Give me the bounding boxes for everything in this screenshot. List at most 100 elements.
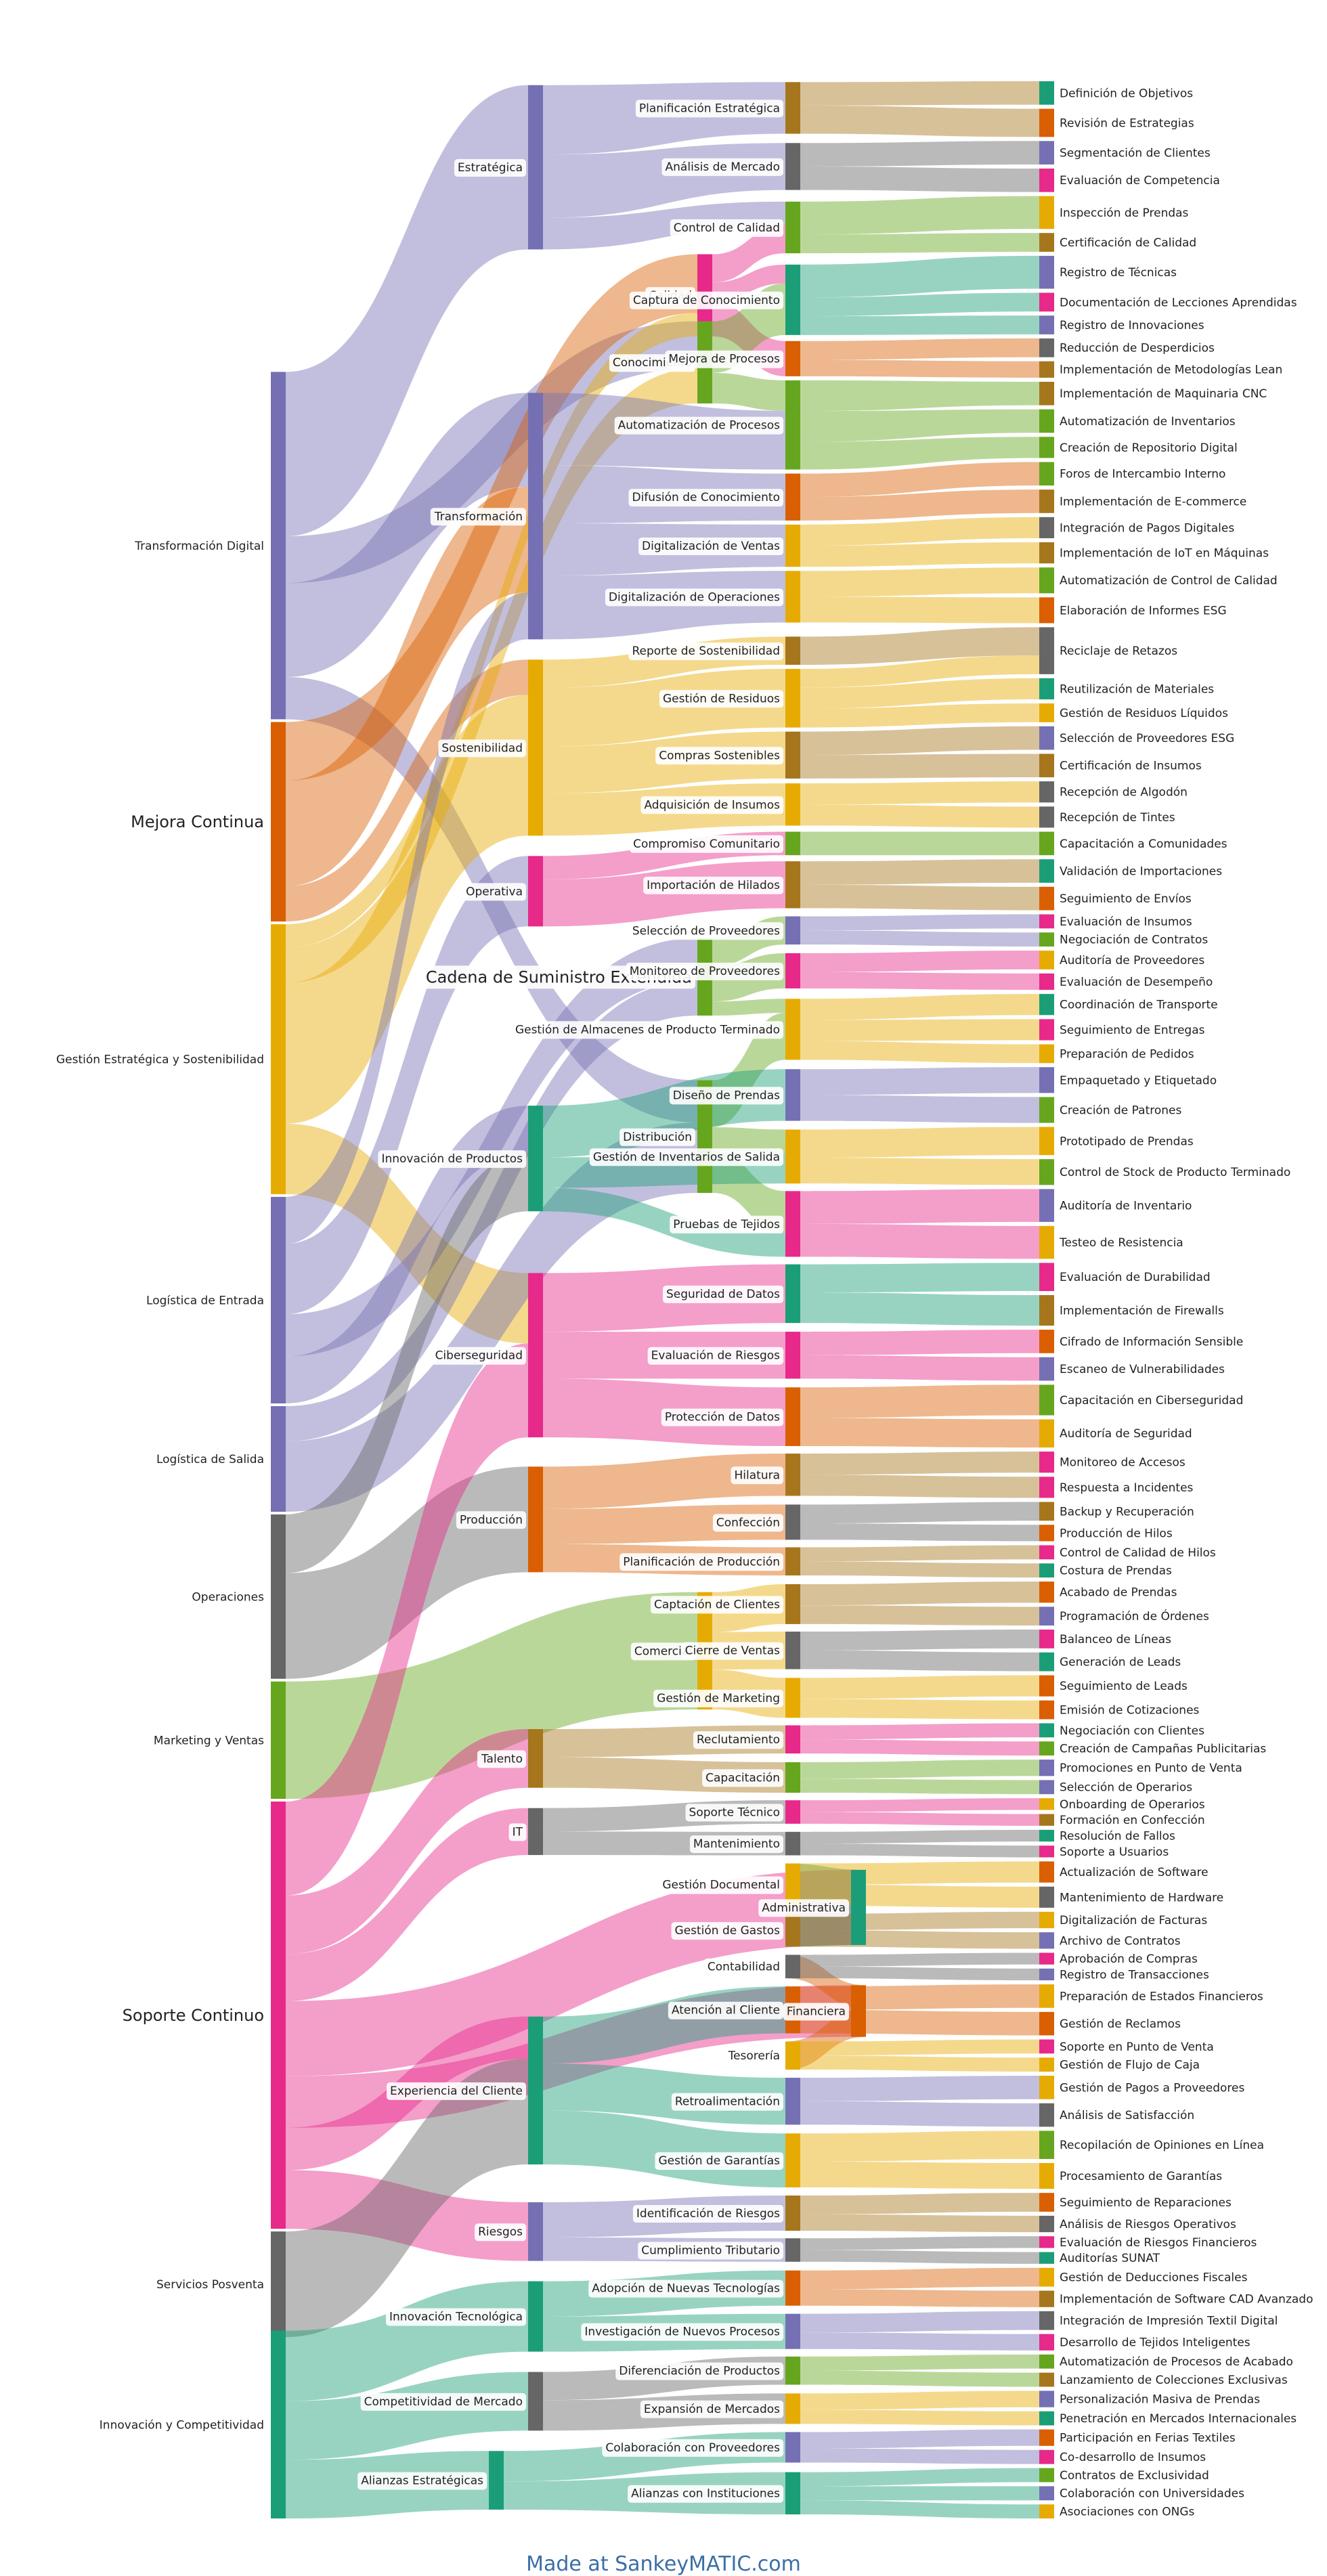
flow-link	[712, 225, 785, 283]
node-bar	[1039, 2334, 1054, 2351]
node-bar	[1039, 951, 1054, 969]
label-background	[643, 876, 784, 894]
node-bar	[1039, 2215, 1054, 2233]
node-label: Innovación de Productos	[381, 1152, 523, 1166]
node-label: Segmentación de Clientes	[1060, 147, 1211, 160]
flow-link	[800, 1952, 1039, 1967]
node-label: Costura de Prendas	[1060, 1565, 1172, 1578]
flow-link	[800, 1650, 1039, 1672]
label-background	[724, 2047, 783, 2066]
node-label: Digitalización de Ventas	[642, 540, 780, 553]
node-label: Implementación de Maquinaria CNC	[1060, 387, 1267, 401]
node-bar	[271, 372, 286, 720]
label-background	[630, 835, 783, 853]
label-background	[662, 1285, 784, 1303]
flow-link	[286, 393, 528, 678]
node-label: Atención al Cliente	[672, 2004, 780, 2017]
flow-link	[286, 368, 697, 983]
flow-link	[800, 567, 1039, 597]
flow-link	[286, 1869, 851, 2076]
node-bar	[785, 636, 800, 665]
node-bar	[528, 1106, 543, 1212]
node-bar	[1039, 1984, 1054, 2008]
label-background	[712, 1514, 783, 1532]
node-bar	[785, 1584, 800, 1624]
node-bar	[1039, 542, 1054, 564]
node-label: Evaluación de Insumos	[1060, 915, 1192, 929]
node-bar	[785, 831, 800, 856]
flow-link	[800, 2055, 1039, 2072]
node-bar	[785, 1069, 800, 1121]
node-label: Personalización Masiva de Prendas	[1060, 2393, 1260, 2407]
flow-link	[800, 1330, 1039, 1355]
node-label: Marketing y Ventas	[154, 1734, 264, 1747]
flow-link	[800, 489, 1039, 521]
flow-link	[800, 2448, 1039, 2464]
node-bar	[1039, 381, 1054, 406]
node-bar	[785, 1632, 800, 1669]
node-label: Competitividad de Mercado	[364, 2395, 523, 2409]
node-bar	[271, 722, 286, 922]
node-label: Lanzamiento de Colecciones Exclusivas	[1060, 2374, 1288, 2387]
node-bar	[785, 2472, 800, 2514]
node-label: Digitalización de Facturas	[1060, 1914, 1207, 1927]
flow-link	[800, 831, 1039, 856]
flow-link	[800, 1605, 1039, 1626]
node-label: Respuesta a Incidentes	[1060, 1481, 1194, 1495]
label-background	[378, 1150, 527, 1169]
node-label: Seguimiento de Entregas	[1060, 1024, 1205, 1037]
label-background	[670, 219, 783, 237]
node-label: Alianzas Estratégicas	[361, 2474, 483, 2488]
node-bar	[1039, 2468, 1054, 2483]
node-bar	[785, 2078, 800, 2125]
flow-link	[286, 1106, 528, 1403]
label-background	[628, 922, 784, 940]
node-label: Cumplimiento Tributario	[641, 2244, 780, 2257]
node-label: Seguimiento de Reparaciones	[1060, 2196, 1232, 2210]
node-bar	[528, 1729, 543, 1788]
node-bar	[785, 1863, 800, 1906]
label-background	[671, 1922, 784, 1940]
flow-link	[800, 1523, 1039, 1542]
node-label: Capacitación en Ciberseguridad	[1060, 1394, 1243, 1407]
label-background	[638, 538, 784, 556]
node-label: Automatización de Procesos de Acabado	[1060, 2355, 1293, 2369]
node-bar	[785, 1454, 800, 1496]
node-label: Backup y Recuperación	[1060, 1505, 1194, 1519]
node-label: Gestión de Inventarios de Salida	[593, 1150, 780, 1164]
node-bar	[1039, 233, 1054, 252]
flow-link	[800, 1067, 1039, 1095]
node-label: Penetración en Mercados Internacionales	[1060, 2412, 1297, 2426]
node-bar	[785, 1387, 800, 1446]
node-bar	[785, 341, 800, 376]
node-label: Análisis de Riesgos Operativos	[1060, 2218, 1236, 2231]
flow-link	[800, 930, 1039, 947]
flow-link	[800, 105, 1039, 137]
flow-link	[800, 2076, 1039, 2101]
node-bar	[1039, 141, 1054, 165]
node-label: Certificación de Calidad	[1060, 236, 1196, 250]
flow-link	[800, 1760, 1039, 1779]
node-bar	[1039, 1846, 1054, 1858]
flow-link	[286, 1808, 528, 2001]
flow-link	[800, 1384, 1039, 1418]
label-background	[581, 2323, 784, 2341]
label-background	[614, 416, 784, 435]
node-label: Control de Calidad	[674, 221, 780, 235]
flow-link	[800, 517, 1039, 546]
label-background	[640, 2400, 784, 2418]
node-bar	[1039, 1019, 1054, 1041]
node-bar	[1039, 1159, 1054, 1185]
node-label: Evaluación de Riesgos Financieros	[1060, 2236, 1257, 2250]
node-label: Operaciones	[192, 1590, 264, 1604]
flow-link	[800, 1843, 1039, 1858]
flow-link	[800, 2039, 1039, 2056]
node-bar	[1039, 437, 1054, 458]
node-bar	[528, 1273, 543, 1438]
node-label: Automatización de Inventarios	[1060, 415, 1236, 429]
node-bar	[1039, 567, 1054, 594]
node-bar	[528, 2281, 543, 2352]
footer-credit[interactable]: Made at SankeyMATIC.com	[526, 2552, 801, 2576]
node-bar	[1039, 1968, 1054, 1981]
node-label: Mejora Continua	[131, 812, 264, 831]
